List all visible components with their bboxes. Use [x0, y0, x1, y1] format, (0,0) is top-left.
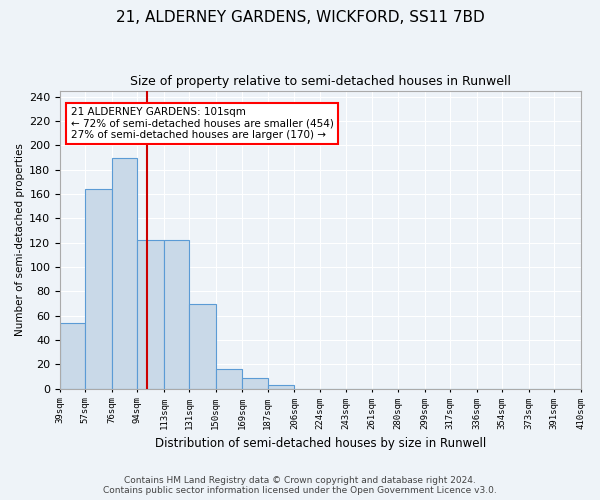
Bar	[242, 378, 268, 389]
Text: Contains HM Land Registry data © Crown copyright and database right 2024.
Contai: Contains HM Land Registry data © Crown c…	[103, 476, 497, 495]
Bar	[60, 323, 85, 389]
Bar	[189, 304, 216, 389]
X-axis label: Distribution of semi-detached houses by size in Runwell: Distribution of semi-detached houses by …	[155, 437, 486, 450]
Title: Size of property relative to semi-detached houses in Runwell: Size of property relative to semi-detach…	[130, 75, 511, 88]
Bar	[137, 240, 164, 389]
Y-axis label: Number of semi-detached properties: Number of semi-detached properties	[15, 143, 25, 336]
Bar	[85, 189, 112, 389]
Bar	[112, 158, 137, 389]
Text: 21 ALDERNEY GARDENS: 101sqm
← 72% of semi-detached houses are smaller (454)
27% : 21 ALDERNEY GARDENS: 101sqm ← 72% of sem…	[71, 107, 334, 140]
Bar	[216, 370, 242, 389]
Bar	[164, 240, 189, 389]
Text: 21, ALDERNEY GARDENS, WICKFORD, SS11 7BD: 21, ALDERNEY GARDENS, WICKFORD, SS11 7BD	[116, 10, 484, 25]
Bar	[268, 385, 295, 389]
